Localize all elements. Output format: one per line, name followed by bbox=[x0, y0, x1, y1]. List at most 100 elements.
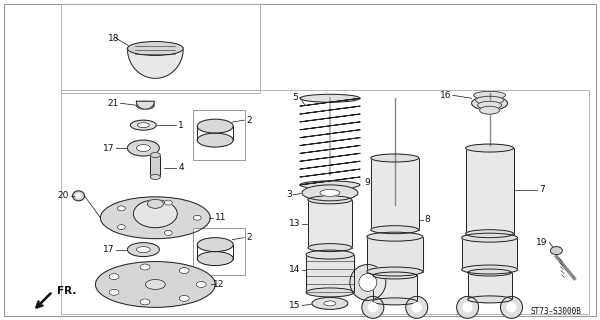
Text: 11: 11 bbox=[215, 213, 227, 222]
Ellipse shape bbox=[95, 261, 215, 307]
Ellipse shape bbox=[73, 191, 85, 201]
Text: FR.: FR. bbox=[56, 286, 76, 296]
Bar bbox=[308, 200, 352, 248]
Ellipse shape bbox=[164, 230, 172, 236]
Ellipse shape bbox=[367, 267, 423, 276]
Ellipse shape bbox=[457, 296, 479, 318]
Text: 2: 2 bbox=[246, 233, 252, 242]
Ellipse shape bbox=[148, 199, 163, 208]
Ellipse shape bbox=[109, 289, 119, 295]
Ellipse shape bbox=[118, 206, 125, 211]
Ellipse shape bbox=[133, 200, 177, 228]
Ellipse shape bbox=[312, 297, 348, 309]
Ellipse shape bbox=[472, 96, 508, 110]
Text: ST73-S3000B: ST73-S3000B bbox=[530, 307, 581, 316]
Ellipse shape bbox=[302, 185, 358, 201]
Polygon shape bbox=[127, 49, 183, 78]
Ellipse shape bbox=[467, 269, 512, 276]
Text: 1: 1 bbox=[178, 121, 184, 130]
Ellipse shape bbox=[109, 274, 119, 280]
Ellipse shape bbox=[320, 189, 340, 196]
Ellipse shape bbox=[127, 140, 160, 156]
Ellipse shape bbox=[478, 101, 502, 109]
Bar bbox=[193, 110, 245, 160]
Ellipse shape bbox=[76, 194, 81, 198]
Ellipse shape bbox=[308, 196, 352, 204]
Text: 16: 16 bbox=[440, 91, 452, 100]
Ellipse shape bbox=[164, 200, 172, 205]
Ellipse shape bbox=[306, 288, 354, 297]
Ellipse shape bbox=[368, 303, 377, 312]
Ellipse shape bbox=[324, 301, 336, 306]
Bar bbox=[373, 276, 417, 301]
Ellipse shape bbox=[406, 296, 428, 318]
Ellipse shape bbox=[197, 119, 233, 133]
Ellipse shape bbox=[140, 299, 150, 305]
Ellipse shape bbox=[463, 303, 472, 312]
Ellipse shape bbox=[466, 230, 514, 238]
Ellipse shape bbox=[137, 123, 149, 128]
Ellipse shape bbox=[179, 268, 189, 274]
Text: 3: 3 bbox=[286, 190, 292, 199]
Bar bbox=[193, 228, 245, 276]
Ellipse shape bbox=[371, 226, 419, 234]
Ellipse shape bbox=[136, 247, 151, 252]
Text: 2: 2 bbox=[246, 116, 252, 125]
Bar bbox=[461, 238, 517, 269]
Ellipse shape bbox=[507, 303, 516, 312]
Ellipse shape bbox=[136, 101, 154, 109]
Text: 17: 17 bbox=[103, 144, 115, 153]
Bar bbox=[371, 158, 419, 230]
Ellipse shape bbox=[362, 296, 384, 318]
Ellipse shape bbox=[140, 264, 150, 270]
Text: 15: 15 bbox=[289, 301, 300, 310]
Ellipse shape bbox=[197, 252, 233, 266]
Ellipse shape bbox=[179, 295, 189, 301]
Text: 12: 12 bbox=[213, 280, 224, 289]
Ellipse shape bbox=[412, 303, 421, 312]
Ellipse shape bbox=[145, 279, 166, 289]
Text: 8: 8 bbox=[425, 215, 430, 224]
Polygon shape bbox=[136, 101, 154, 109]
Ellipse shape bbox=[127, 243, 160, 257]
Bar bbox=[306, 255, 354, 292]
Bar bbox=[467, 273, 512, 300]
Text: 20: 20 bbox=[57, 191, 68, 200]
Ellipse shape bbox=[550, 247, 562, 255]
Ellipse shape bbox=[473, 91, 506, 99]
Ellipse shape bbox=[373, 272, 417, 279]
Text: 7: 7 bbox=[539, 185, 545, 194]
Ellipse shape bbox=[461, 265, 517, 274]
Bar bbox=[151, 155, 160, 177]
Bar bbox=[61, 90, 589, 314]
Text: 21: 21 bbox=[107, 99, 118, 108]
Ellipse shape bbox=[306, 250, 354, 259]
Ellipse shape bbox=[476, 96, 503, 104]
Ellipse shape bbox=[151, 174, 160, 180]
Text: 18: 18 bbox=[109, 34, 120, 43]
Ellipse shape bbox=[466, 144, 514, 152]
Bar bbox=[466, 148, 514, 234]
Ellipse shape bbox=[300, 181, 360, 189]
Ellipse shape bbox=[151, 153, 160, 157]
Ellipse shape bbox=[193, 215, 201, 220]
Text: 9: 9 bbox=[364, 179, 370, 188]
Ellipse shape bbox=[136, 145, 151, 152]
Ellipse shape bbox=[467, 296, 512, 303]
Ellipse shape bbox=[371, 154, 419, 162]
Text: 13: 13 bbox=[289, 219, 300, 228]
Ellipse shape bbox=[130, 120, 157, 130]
Ellipse shape bbox=[373, 298, 417, 305]
Ellipse shape bbox=[197, 238, 233, 252]
Bar bbox=[367, 237, 423, 271]
Ellipse shape bbox=[461, 233, 517, 242]
Ellipse shape bbox=[197, 133, 233, 147]
Ellipse shape bbox=[127, 42, 183, 55]
Text: 5: 5 bbox=[292, 93, 298, 102]
Ellipse shape bbox=[308, 244, 352, 252]
Text: 17: 17 bbox=[103, 245, 115, 254]
Ellipse shape bbox=[118, 225, 125, 230]
Ellipse shape bbox=[300, 94, 360, 102]
Ellipse shape bbox=[100, 197, 210, 239]
Ellipse shape bbox=[350, 265, 386, 300]
